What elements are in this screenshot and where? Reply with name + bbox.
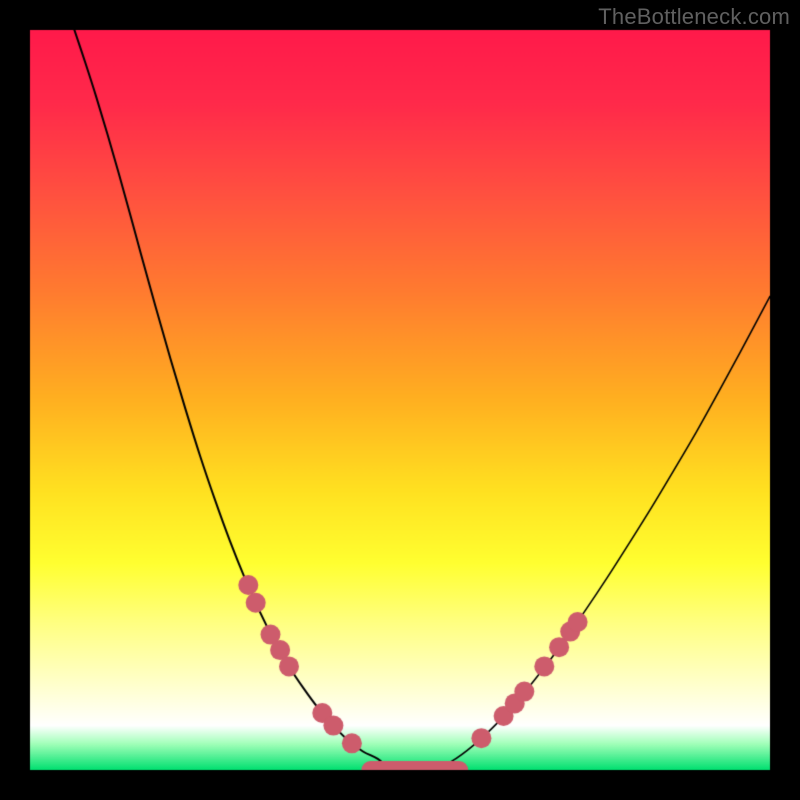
- bottleneck-chart-canvas: [0, 0, 800, 800]
- chart-stage: TheBottleneck.com: [0, 0, 800, 800]
